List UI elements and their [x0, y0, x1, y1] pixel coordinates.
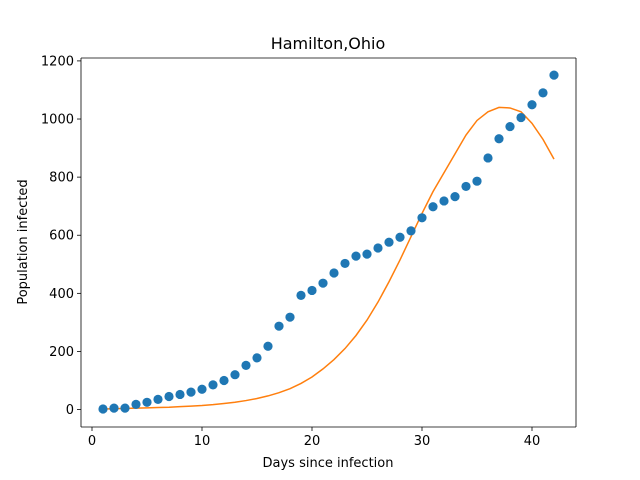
data-point — [373, 243, 383, 253]
data-point — [153, 394, 163, 404]
x-tick-label: 0 — [88, 434, 96, 449]
data-point — [527, 100, 537, 110]
data-point — [219, 375, 229, 386]
data-point — [131, 399, 141, 409]
y-tick-label: 1200 — [41, 54, 74, 69]
data-point — [274, 321, 284, 331]
data-point — [241, 360, 251, 370]
x-tick-label: 20 — [304, 434, 321, 449]
data-point — [230, 370, 240, 380]
data-point — [252, 353, 262, 363]
data-point — [472, 176, 482, 186]
data-point — [494, 134, 504, 144]
data-point — [120, 403, 130, 413]
data-point — [175, 389, 185, 400]
data-point — [395, 232, 405, 242]
data-point — [384, 237, 394, 247]
data-point — [296, 290, 306, 300]
y-tick-label: 200 — [49, 345, 74, 360]
data-point — [164, 391, 174, 402]
data-point — [439, 196, 449, 206]
data-point — [549, 70, 559, 80]
y-tick-label: 600 — [49, 229, 74, 244]
data-point — [98, 404, 108, 414]
data-point — [450, 191, 460, 202]
data-point — [142, 397, 152, 407]
data-point — [362, 249, 372, 259]
y-tick-label: 0 — [66, 403, 74, 418]
data-point — [208, 380, 218, 390]
data-point — [417, 213, 427, 223]
y-tick-label: 400 — [49, 287, 74, 302]
data-point — [428, 202, 438, 212]
chart-title: Hamilton,Ohio — [271, 34, 386, 53]
y-axis-title: Population infected — [16, 179, 31, 304]
data-point — [461, 181, 471, 192]
series-line — [102, 106, 555, 410]
data-point — [351, 251, 361, 261]
data-point — [538, 88, 548, 98]
data-point — [109, 403, 119, 413]
data-point — [406, 226, 416, 236]
data-point — [505, 121, 515, 132]
data-point — [329, 268, 339, 278]
data-point — [197, 384, 207, 394]
data-point — [483, 153, 493, 163]
x-tick-label: 30 — [414, 434, 431, 449]
data-point — [516, 112, 526, 123]
data-point — [340, 258, 350, 269]
y-tick-label: 800 — [49, 171, 74, 186]
x-tick-label: 10 — [194, 434, 211, 449]
y-tick-label: 1000 — [41, 113, 74, 128]
data-point — [307, 285, 317, 296]
data-point — [285, 312, 295, 322]
x-tick-label: 40 — [524, 434, 541, 449]
data-point — [186, 387, 196, 397]
data-point — [263, 341, 273, 351]
data-point — [318, 278, 328, 288]
x-axis-title: Days since infection — [263, 456, 394, 471]
